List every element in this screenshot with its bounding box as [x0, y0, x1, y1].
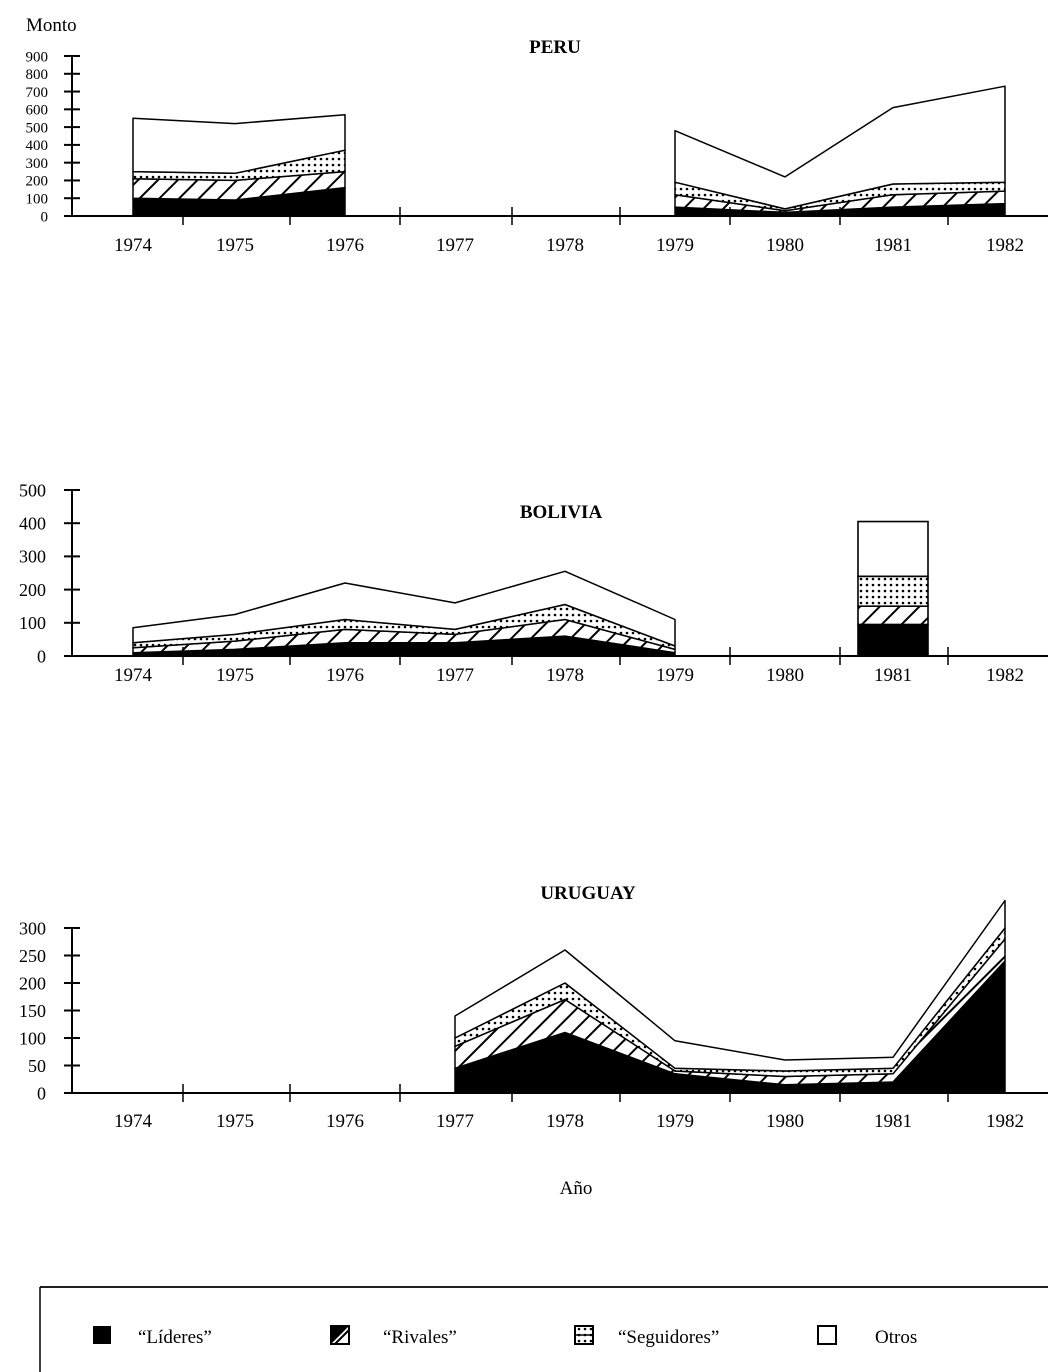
- x-tick-label-peru-1976: 1976: [326, 235, 364, 256]
- y-tick-label-bolivia-400: 400: [19, 514, 46, 534]
- y-tick-label-peru-800: 800: [26, 67, 49, 83]
- x-tick-label-uruguay-1979: 1979: [656, 1111, 694, 1132]
- legend-swatch-lideres: [93, 1326, 111, 1344]
- y-tick-label-peru-600: 600: [26, 103, 49, 119]
- x-tick-label-uruguay-1982: 1982: [986, 1111, 1024, 1132]
- y-tick-label-uruguay-100: 100: [19, 1028, 46, 1048]
- y-tick-label-peru-0: 0: [41, 209, 49, 225]
- x-tick-label-peru-1978: 1978: [546, 235, 584, 256]
- x-tick-label-uruguay-1976: 1976: [326, 1111, 364, 1132]
- bar-segment-bolivia-1981-seguidores: [857, 575, 929, 608]
- area-bolivia-otros: [132, 570, 676, 647]
- x-tick-label-bolivia-1974: 1974: [114, 665, 153, 686]
- x-tick-label-peru-1974: 1974: [114, 235, 153, 256]
- x-tick-label-uruguay-1974: 1974: [114, 1111, 153, 1132]
- y-tick-label-uruguay-200: 200: [19, 973, 46, 993]
- y-tick-label-peru-700: 700: [26, 85, 49, 101]
- area-peru-otros: [132, 113, 346, 175]
- x-tick-label-bolivia-1975: 1975: [216, 665, 254, 686]
- x-tick-label-bolivia-1980: 1980: [766, 665, 804, 686]
- x-tick-label-uruguay-1975: 1975: [216, 1111, 254, 1132]
- y-tick-label-peru-300: 300: [26, 156, 49, 172]
- legend-swatch-rivales: [330, 1325, 350, 1345]
- figure-y-axis-label: Monto: [26, 15, 77, 36]
- x-tick-label-peru-1981: 1981: [874, 235, 912, 256]
- legend-label-rivales: “Rivales”: [383, 1327, 457, 1348]
- x-tick-label-bolivia-1982: 1982: [986, 665, 1024, 686]
- legend-label-lideres: “Líderes”: [138, 1327, 212, 1348]
- x-tick-label-peru-1982: 1982: [986, 235, 1024, 256]
- x-tick-label-peru-1975: 1975: [216, 235, 254, 256]
- y-tick-label-uruguay-250: 250: [19, 946, 46, 966]
- x-tick-label-bolivia-1978: 1978: [546, 665, 584, 686]
- x-tick-label-peru-1980: 1980: [766, 235, 804, 256]
- x-tick-label-bolivia-1979: 1979: [656, 665, 694, 686]
- y-tick-label-peru-500: 500: [26, 120, 49, 136]
- bar-segment-bolivia-1981-otros: [857, 520, 929, 578]
- x-tick-label-peru-1979: 1979: [656, 235, 694, 256]
- y-tick-label-bolivia-300: 300: [19, 547, 46, 567]
- y-tick-label-peru-200: 200: [26, 174, 49, 190]
- area-uruguay-otros: [454, 899, 1006, 1072]
- legend-label-seguidores: “Seguidores”: [618, 1327, 719, 1348]
- figure-x-axis-label: Año: [560, 1178, 593, 1199]
- x-tick-label-bolivia-1977: 1977: [436, 665, 474, 686]
- y-tick-label-bolivia-0: 0: [37, 646, 46, 666]
- y-tick-label-uruguay-300: 300: [19, 918, 46, 938]
- legend: “Líderes” “Rivales” “Seguidores” Otros: [39, 1286, 1048, 1372]
- area-peru-otros: [674, 85, 1006, 210]
- y-tick-label-uruguay-150: 150: [19, 1001, 46, 1021]
- bar-segment-bolivia-1981-rivales: [857, 605, 929, 626]
- y-tick-label-bolivia-100: 100: [19, 613, 46, 633]
- x-tick-label-uruguay-1980: 1980: [766, 1111, 804, 1132]
- legend-swatch-seguidores: [574, 1325, 594, 1345]
- chart-panel-uruguay: URUGUAY 0 50 100 150 200 250 300 1974 1975 1976 197…: [19, 883, 1048, 1132]
- x-tick-label-peru-1977: 1977: [436, 235, 474, 256]
- y-tick-label-peru-900: 900: [26, 49, 49, 65]
- y-tick-label-bolivia-500: 500: [19, 480, 46, 500]
- chart-panel-bolivia: BOLIVIA 0 100 200 300 400 500 1974 1975 1976 1977 1…: [19, 480, 1048, 686]
- x-tick-label-uruguay-1981: 1981: [874, 1111, 912, 1132]
- legend-swatch-otros: [817, 1325, 837, 1345]
- chart-title-peru: PERU: [529, 37, 581, 58]
- x-tick-label-bolivia-1981: 1981: [874, 665, 912, 686]
- y-tick-label-peru-100: 100: [26, 191, 49, 207]
- y-tick-label-uruguay-0: 0: [37, 1083, 46, 1103]
- legend-label-otros: Otros: [875, 1327, 917, 1348]
- y-tick-label-peru-400: 400: [26, 138, 49, 154]
- chart-title-uruguay: URUGUAY: [540, 883, 636, 904]
- y-tick-label-uruguay-50: 50: [28, 1056, 46, 1076]
- chart-title-bolivia: BOLIVIA: [520, 502, 603, 523]
- y-tick-label-bolivia-200: 200: [19, 580, 46, 600]
- x-tick-label-bolivia-1976: 1976: [326, 665, 364, 686]
- bar-segment-bolivia-1981-lideres: [857, 623, 929, 657]
- x-tick-label-uruguay-1977: 1977: [436, 1111, 474, 1132]
- x-tick-label-uruguay-1978: 1978: [546, 1111, 584, 1132]
